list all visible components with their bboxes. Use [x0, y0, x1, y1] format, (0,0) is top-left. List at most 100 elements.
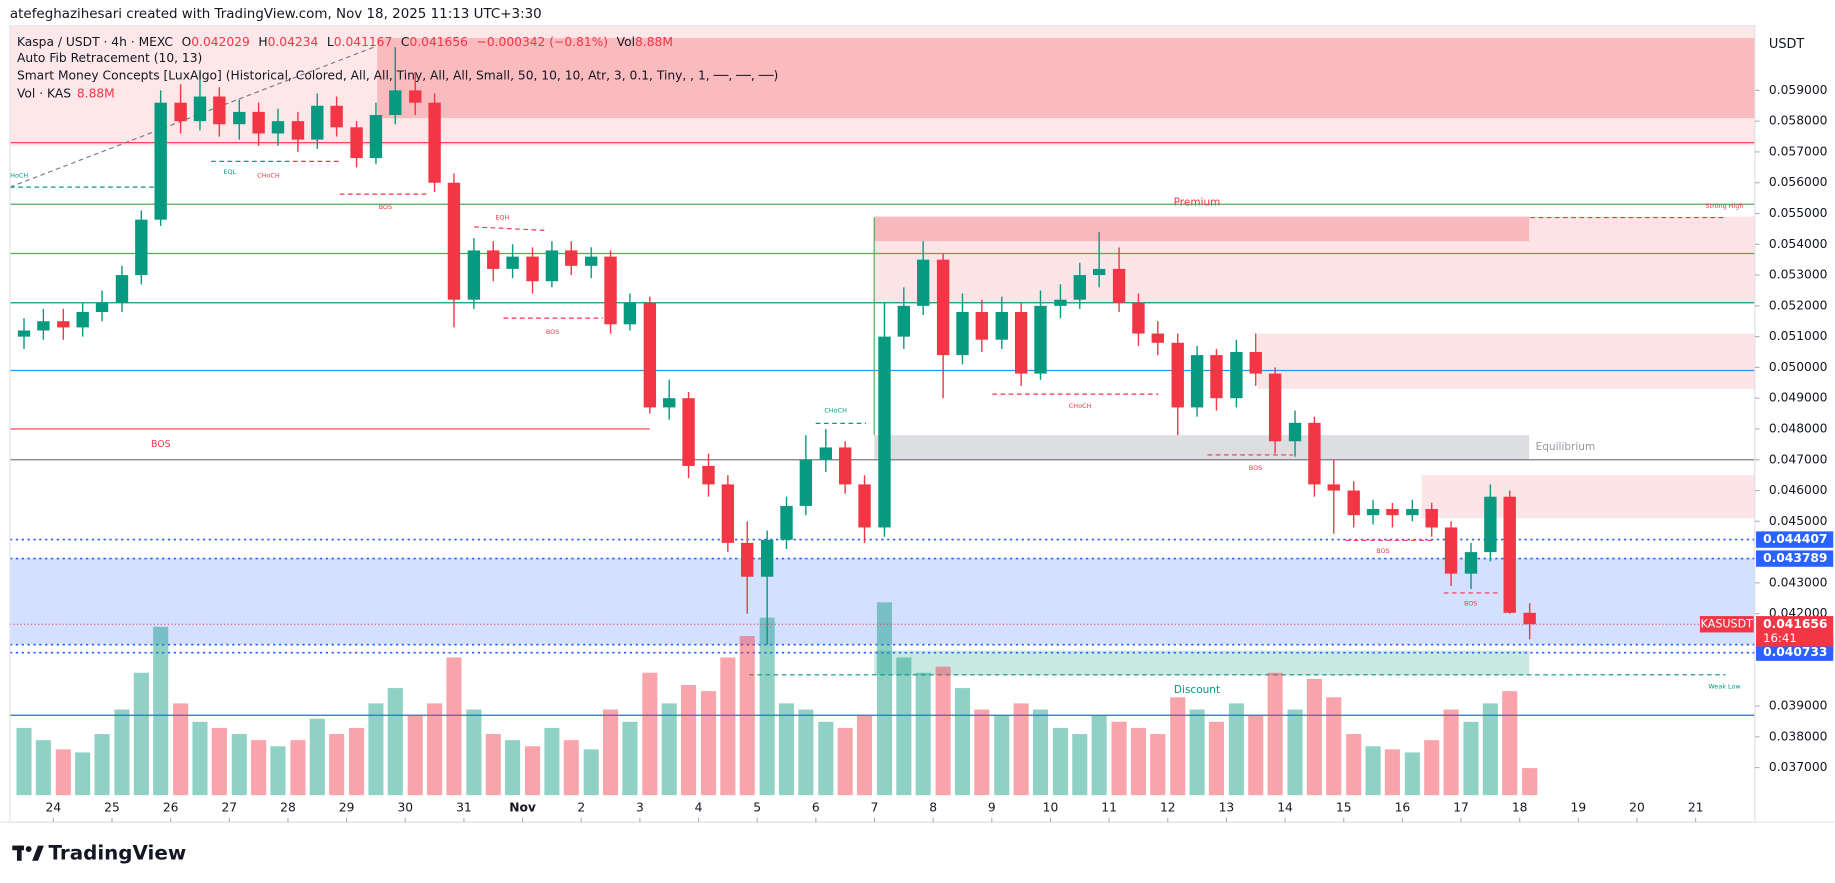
- annotation: Equilibrium: [1536, 441, 1596, 453]
- candle-body: [1151, 333, 1164, 343]
- candle-body: [447, 182, 461, 300]
- volume-bar: [192, 721, 208, 796]
- candle-body: [858, 484, 871, 528]
- volume-bar: [446, 657, 462, 796]
- y-tick-label: 0.052000: [1769, 298, 1828, 312]
- x-tick-label: Nov: [509, 801, 536, 815]
- indicator-label: Auto Fib Retracement (10, 13): [17, 51, 202, 65]
- volume-bar: [1052, 727, 1068, 796]
- x-tick-label: 25: [104, 801, 120, 815]
- y-tick-label: 0.037000: [1769, 760, 1828, 774]
- zone: [1257, 333, 1755, 389]
- volume-bar: [642, 672, 658, 796]
- y-tick-label: 0.039000: [1769, 699, 1828, 713]
- price-tag: [1756, 644, 1834, 661]
- price-tag: [1756, 531, 1834, 548]
- vol-key: Vol: [617, 35, 635, 49]
- annotation: Weak Low: [1708, 683, 1740, 691]
- volume-bar: [1346, 734, 1362, 796]
- volume-bar: [1208, 721, 1224, 796]
- x-tick-label: 3: [636, 801, 644, 815]
- zone: [377, 38, 1755, 119]
- annotation: BOS: [1464, 599, 1477, 607]
- volume-bar: [133, 672, 149, 796]
- volume-bar: [231, 734, 247, 796]
- y-tick-label: 0.057000: [1769, 144, 1828, 158]
- annotation: EQL: [223, 168, 236, 176]
- y-tick-label: 0.059000: [1769, 83, 1828, 97]
- volume-bar: [739, 636, 755, 796]
- credit: atefeghazihesari created with TradingVie…: [10, 7, 542, 22]
- volume-bar: [1091, 715, 1107, 796]
- x-tick-label: 31: [456, 801, 472, 815]
- candle-body: [838, 447, 852, 485]
- volume-bar: [856, 715, 873, 796]
- candle-body: [409, 90, 422, 103]
- candle-body: [1230, 352, 1243, 399]
- volume-bar: [1365, 746, 1381, 796]
- volume-bar: [798, 709, 814, 796]
- overlay: atefeghazihesari created with TradingVie…: [10, 7, 1804, 864]
- x-tick-label: 4: [695, 801, 703, 815]
- y-tick-label: 0.056000: [1769, 175, 1828, 189]
- volume-bar: [720, 657, 736, 796]
- volume-bar: [603, 709, 619, 796]
- candle-body: [1034, 305, 1047, 374]
- annotation: Premium: [1174, 196, 1221, 208]
- candle-body: [428, 102, 441, 183]
- annotation: CHoCH: [824, 407, 847, 415]
- volume-bar: [681, 685, 697, 796]
- volume-bar: [1482, 703, 1498, 796]
- volume-bar: [661, 703, 677, 796]
- volume-bar: [485, 734, 501, 796]
- candle-body: [916, 259, 930, 306]
- plot-frame: [9, 25, 1756, 823]
- volume-bar: [935, 666, 951, 796]
- volume-bar: [290, 740, 306, 796]
- volume-bar: [778, 703, 795, 796]
- candle-body: [57, 321, 70, 328]
- candle-body: [1464, 552, 1478, 574]
- logo: TradingView: [12, 841, 186, 864]
- volume-bar: [1443, 709, 1459, 796]
- candle-body: [1484, 496, 1497, 553]
- candle-body: [702, 465, 715, 485]
- candle-body: [1327, 484, 1340, 491]
- candle-body: [115, 275, 129, 303]
- price-tag: [1756, 550, 1834, 567]
- candle-body: [799, 459, 813, 506]
- ohlc-key: H: [258, 35, 267, 49]
- vol-value: 8.88M: [77, 86, 115, 100]
- candle-body: [663, 398, 676, 408]
- volume-bar: [759, 617, 775, 796]
- annotation: Discount: [1174, 684, 1220, 696]
- candle-body: [330, 105, 343, 128]
- structure-line: [474, 226, 545, 231]
- candle-body: [643, 302, 657, 408]
- annotation: BOS: [546, 328, 559, 336]
- volume-bar: [818, 721, 834, 796]
- candle-body: [350, 127, 363, 159]
- candle-body: [369, 114, 383, 159]
- volume-bar: [466, 709, 482, 796]
- candle-body: [174, 102, 187, 122]
- volume-bar: [1032, 709, 1049, 796]
- candle-body: [623, 302, 637, 325]
- candle-body: [585, 256, 598, 266]
- volume-bar: [994, 715, 1010, 796]
- candle-body: [1171, 342, 1184, 408]
- candle-body: [1054, 299, 1067, 306]
- y-tick-label: 0.046000: [1769, 483, 1828, 497]
- change: −0.000342 (−0.81%): [477, 35, 609, 49]
- x-tick-label: 6: [812, 801, 820, 815]
- brand: TradingView: [49, 841, 187, 864]
- volume-bar: [876, 602, 893, 796]
- annotation: EQH: [495, 214, 509, 222]
- candle-body: [1092, 268, 1106, 276]
- annotation: BOS: [1249, 464, 1262, 472]
- candle-body: [819, 447, 833, 460]
- zone: [9, 558, 1755, 645]
- volume-bar: [1013, 703, 1029, 796]
